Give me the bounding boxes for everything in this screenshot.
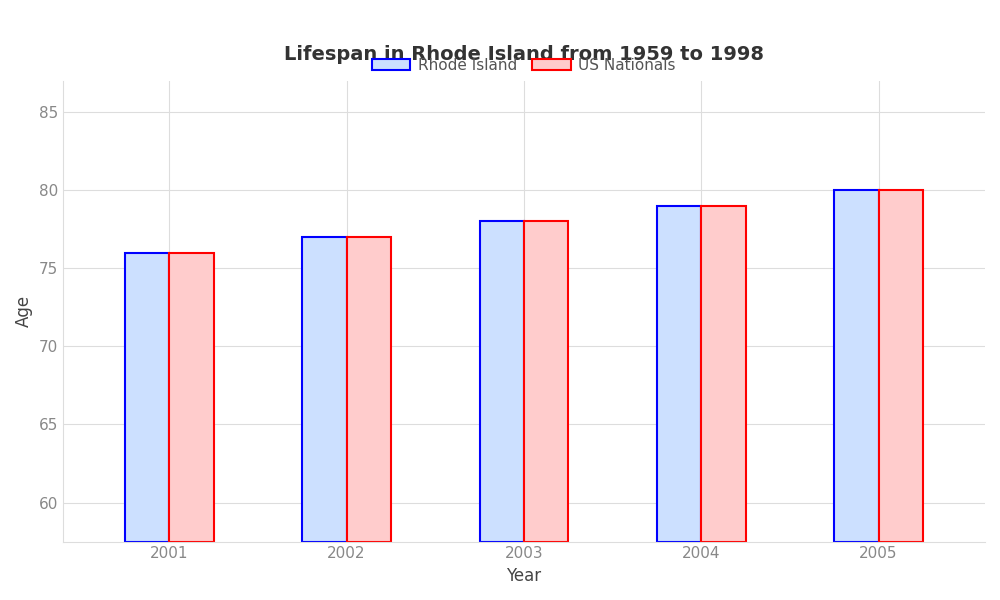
Y-axis label: Age: Age	[15, 295, 33, 327]
Bar	[657, 206, 701, 542]
Bar	[169, 253, 214, 542]
Bar	[701, 206, 746, 542]
Bar	[480, 221, 524, 542]
Legend: Rhode Island, US Nationals: Rhode Island, US Nationals	[366, 52, 682, 79]
X-axis label: Year: Year	[506, 567, 541, 585]
Bar	[879, 190, 923, 542]
Bar	[524, 221, 568, 542]
Title: Lifespan in Rhode Island from 1959 to 1998: Lifespan in Rhode Island from 1959 to 19…	[284, 45, 764, 64]
Bar	[347, 237, 391, 542]
Bar	[125, 253, 169, 542]
Bar	[834, 190, 879, 542]
Bar	[302, 237, 347, 542]
